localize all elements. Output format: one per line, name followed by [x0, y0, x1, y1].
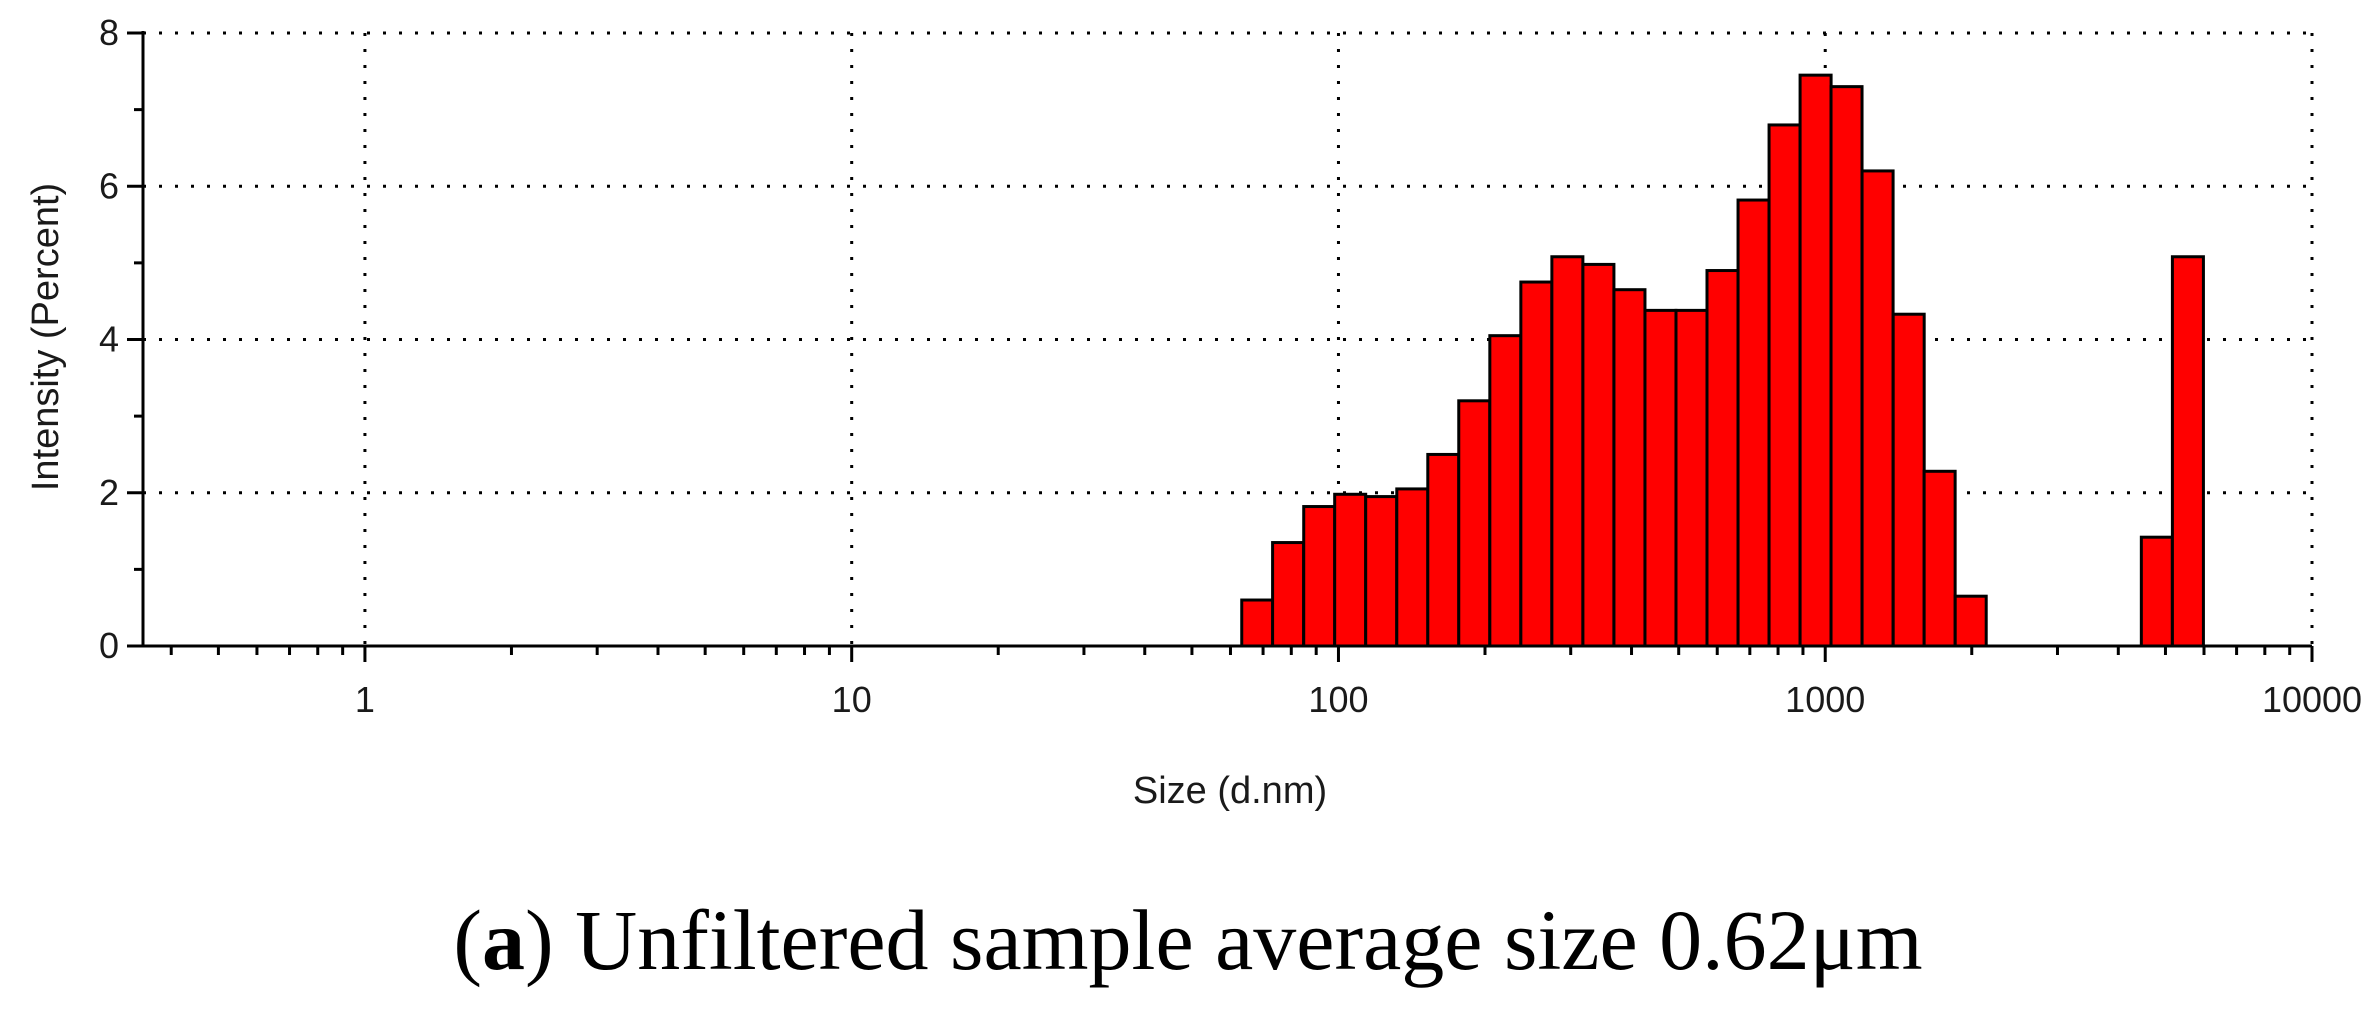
y-axis-title: Intensity (Percent)	[25, 183, 67, 491]
y-tick-label: 2	[99, 472, 119, 513]
bar	[1271, 541, 1306, 648]
bar	[1643, 308, 1678, 648]
x-tick-label: 1000	[1785, 679, 1865, 720]
bar	[1302, 505, 1337, 648]
caption-letter: a	[481, 892, 525, 988]
bar	[1829, 85, 1864, 648]
bar	[1240, 598, 1275, 648]
size-distribution-chart: 1 10 100 1000 10000 0 2 4 6 8 Size (d.nm) Intens…	[25, 12, 2362, 812]
bar	[2170, 255, 2205, 648]
bar	[1860, 169, 1895, 648]
bar	[1395, 487, 1430, 648]
x-tick-label: 100	[1308, 679, 1368, 720]
bar	[1953, 594, 1988, 648]
bar	[1674, 308, 1709, 648]
x-tick-label: 10	[832, 679, 872, 720]
bar	[1705, 269, 1740, 648]
x-axis-title: Size (d.nm)	[1133, 770, 1327, 812]
bar	[1550, 255, 1585, 648]
y-tick-label: 4	[99, 319, 119, 360]
bar	[1612, 288, 1647, 648]
bar	[1736, 198, 1771, 648]
axes	[127, 31, 2314, 662]
bar	[1922, 469, 1957, 648]
y-tick-label: 6	[99, 165, 119, 206]
caption-open-paren: (	[453, 892, 482, 988]
y-tick-labels: 0 2 4 6 8	[99, 12, 119, 666]
y-tick-label: 0	[99, 625, 119, 666]
bar	[1457, 399, 1492, 648]
bar	[1767, 123, 1802, 648]
caption-text: ) Unfiltered sample average size 0.62μm	[524, 892, 1923, 988]
bar	[1581, 262, 1616, 648]
bar	[1488, 334, 1523, 648]
figure-caption: (a) Unfiltered sample average size 0.62μ…	[0, 890, 2376, 990]
x-tick-label: 10000	[2262, 679, 2362, 720]
bar	[1798, 73, 1833, 648]
bars	[1240, 73, 2205, 648]
bar	[1519, 280, 1554, 648]
bar	[1364, 495, 1399, 648]
y-tick-label: 8	[99, 12, 119, 53]
bar	[1333, 492, 1368, 648]
bar	[1426, 452, 1461, 648]
x-tick-label: 1	[355, 679, 375, 720]
x-tick-labels: 1 10 100 1000 10000	[355, 679, 2362, 720]
bar	[2139, 535, 2174, 648]
bar	[1891, 312, 1926, 648]
grid-lines	[143, 31, 2314, 646]
